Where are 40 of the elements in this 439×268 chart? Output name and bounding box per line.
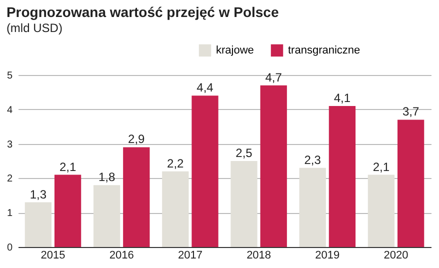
legend-label: transgraniczne — [288, 44, 360, 56]
chart-subtitle: (mld USD) — [6, 21, 62, 35]
x-tick-label: 2018 — [246, 250, 272, 262]
x-tick-label: 2020 — [384, 250, 408, 262]
bar — [192, 96, 218, 247]
data-label: 2,5 — [236, 146, 253, 160]
bar — [54, 174, 82, 247]
bar — [230, 161, 258, 247]
x-tick-label: 2017 — [178, 250, 202, 262]
bar — [328, 106, 356, 247]
data-label: 2,1 — [59, 160, 76, 174]
bar — [368, 174, 395, 247]
legend-label: krajowe — [216, 44, 254, 56]
y-tick-label: 1 — [6, 208, 13, 220]
bar — [93, 185, 120, 247]
x-tick-label: 2016 — [109, 250, 134, 262]
data-label: 4,7 — [265, 70, 282, 84]
data-label: 3,7 — [402, 104, 420, 119]
data-label: 1,3 — [30, 187, 47, 202]
bar — [162, 171, 189, 247]
bar — [397, 120, 424, 247]
data-label: 4,4 — [196, 80, 214, 95]
bar — [123, 147, 150, 247]
data-label: 2,2 — [167, 156, 184, 170]
chart-title: Prognozowana wartość przejęć w Polsce — [6, 4, 279, 20]
data-label: 2,3 — [304, 152, 322, 167]
bar — [299, 168, 326, 247]
y-tick-label: 2 — [6, 174, 13, 185]
data-label: 4,1 — [334, 90, 351, 105]
bar — [24, 202, 52, 247]
bar — [260, 85, 287, 247]
data-label: 2,9 — [128, 132, 146, 146]
x-tick-label: 2015 — [40, 250, 66, 262]
y-tick-label: 3 — [6, 139, 13, 150]
y-tick-label: 4 — [6, 104, 13, 116]
data-label: 1,8 — [98, 170, 116, 184]
x-tick-label: 2019 — [315, 250, 340, 262]
y-tick-label: 5 — [6, 70, 13, 82]
data-label: 2,1 — [372, 160, 390, 174]
y-tick-label: 0 — [6, 242, 13, 254]
